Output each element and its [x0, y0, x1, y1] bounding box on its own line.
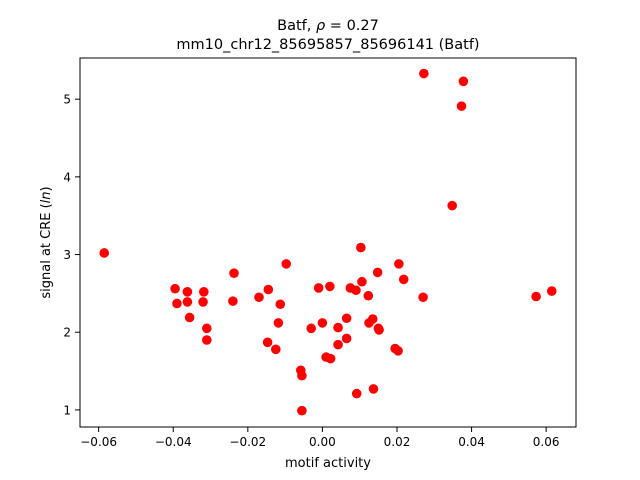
x-tick-label: −0.06: [80, 435, 117, 449]
data-point: [374, 325, 384, 335]
data-point: [275, 299, 286, 310]
data-point: [418, 292, 428, 303]
data-point: [363, 290, 374, 301]
data-point: [333, 322, 343, 333]
title-rho: ρ: [316, 18, 326, 34]
data-point: [182, 297, 193, 307]
data-point: [351, 285, 361, 296]
x-tick-label: 0.00: [309, 435, 336, 449]
data-point: [351, 388, 362, 399]
y-tick-label: 4: [63, 170, 71, 184]
data-point: [201, 335, 212, 345]
data-point: [367, 314, 378, 324]
data-point: [229, 268, 239, 278]
data-point: [306, 323, 317, 334]
data-point: [333, 339, 343, 350]
data-point: [317, 318, 328, 328]
data-point: [546, 286, 557, 296]
data-point: [447, 200, 457, 211]
x-tick-label: 0.04: [458, 435, 485, 449]
y-label-suffix: ): [39, 186, 54, 191]
data-points: [99, 68, 557, 416]
y-tick-label: 3: [63, 248, 71, 262]
data-point: [254, 292, 264, 303]
x-axis-label: motif activity: [285, 456, 371, 471]
data-point: [199, 287, 209, 297]
y-tick-label: 5: [63, 93, 71, 107]
y-axis-label: signal at CRE (ln): [39, 186, 54, 298]
chart-title-line2: mm10_chr12_85695857_85696141 (Batf): [176, 37, 479, 53]
data-point: [458, 76, 469, 87]
y-tick-label: 2: [63, 326, 71, 340]
data-point: [357, 276, 367, 287]
title-prefix: Batf,: [277, 18, 316, 34]
data-point: [263, 284, 274, 295]
data-point: [368, 384, 379, 394]
x-tick-label: −0.02: [229, 435, 266, 449]
data-point: [313, 283, 324, 293]
data-point: [184, 312, 195, 323]
data-point: [531, 291, 541, 302]
data-point: [172, 298, 182, 309]
data-point: [341, 333, 352, 344]
data-point: [99, 248, 110, 258]
x-tick-label: −0.04: [155, 435, 192, 449]
x-tick-label: 0.02: [384, 435, 411, 449]
data-point: [341, 313, 352, 324]
data-point: [356, 242, 366, 253]
data-point: [170, 283, 180, 294]
data-point: [456, 101, 467, 111]
data-point: [419, 68, 429, 79]
chart-title-line1: Batf, ρ = 0.27: [277, 18, 379, 34]
data-point: [182, 287, 193, 297]
title-suffix: = 0.27: [325, 18, 379, 34]
y-label-prefix: signal at CRE (: [39, 203, 54, 298]
data-point: [262, 337, 273, 348]
data-point: [393, 346, 403, 356]
y-label-italic: ln: [39, 191, 54, 203]
data-point: [398, 274, 409, 285]
plot-frame: [79, 57, 577, 428]
data-point: [273, 318, 284, 328]
data-point: [325, 281, 335, 292]
data-point: [372, 267, 383, 278]
data-point: [201, 323, 212, 334]
data-point: [281, 259, 292, 269]
data-point: [297, 370, 307, 381]
data-point: [270, 344, 281, 355]
data-point: [228, 296, 238, 306]
y-tick-label: 1: [63, 403, 71, 417]
data-point: [394, 259, 404, 269]
x-tick-label: 0.06: [533, 435, 560, 449]
axis-ticks: −0.06 −0.04 −0.02 0.00 0.02 0.04 0.06 1 2 3 4 5: [63, 93, 559, 449]
data-point: [325, 353, 336, 364]
data-point: [198, 297, 208, 307]
data-point: [297, 405, 307, 416]
